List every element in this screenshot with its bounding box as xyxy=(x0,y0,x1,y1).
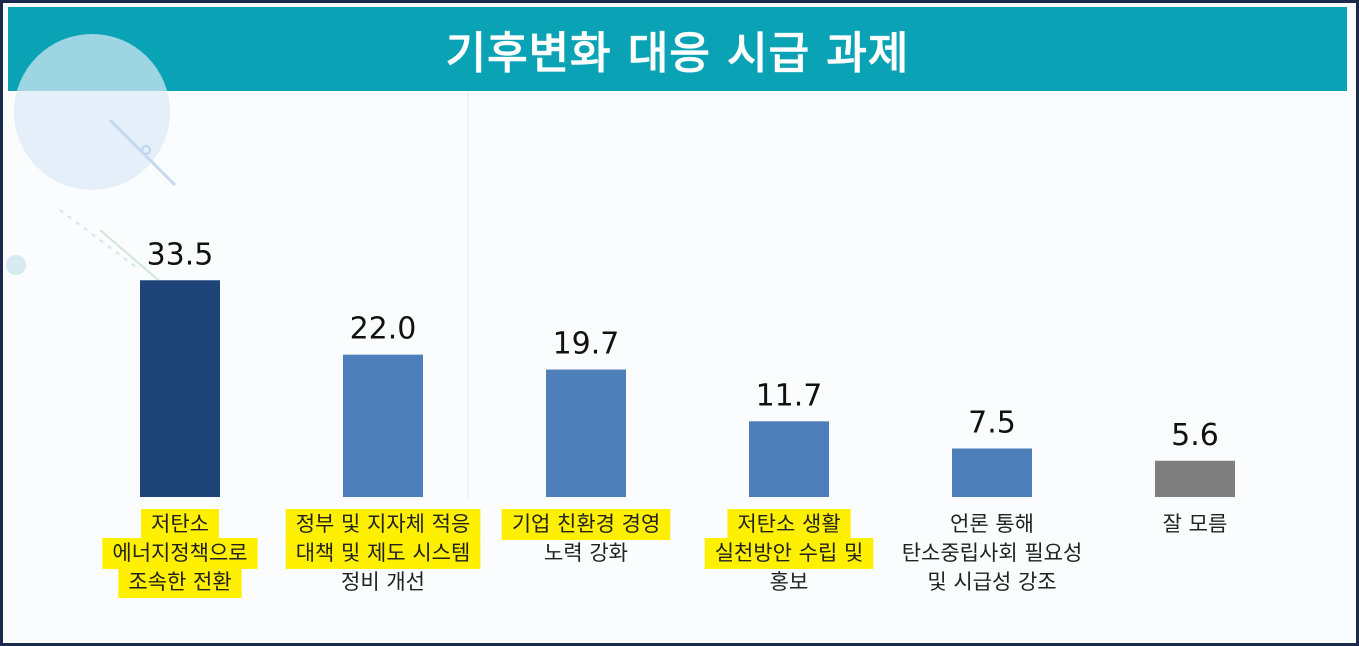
value-label: 11.7 xyxy=(756,378,823,413)
value-labels: 33.5 22.0 19.7 11.7 7.5 5.6 xyxy=(147,237,1219,453)
bar xyxy=(952,448,1032,497)
chart-header: 기후변화 대응 시급 과제 xyxy=(8,7,1347,91)
chart-title: 기후변화 대응 시급 과제 xyxy=(445,28,910,79)
value-label: 5.6 xyxy=(1171,418,1219,453)
label-highlight xyxy=(102,538,258,569)
label-highlight xyxy=(704,538,874,569)
category-label: 및 시급성 강조 xyxy=(927,570,1056,594)
bar xyxy=(749,421,829,497)
bar xyxy=(140,280,220,497)
category-label: 기업 친환경 경영 xyxy=(512,512,661,536)
category-label: 조속한 전환 xyxy=(128,570,231,594)
category-label: 정비 개선 xyxy=(341,570,425,594)
bar xyxy=(1155,460,1235,497)
bar-series xyxy=(140,280,1235,497)
value-label: 7.5 xyxy=(968,405,1016,440)
bar xyxy=(546,369,626,497)
value-label: 33.5 xyxy=(147,237,214,272)
header-divider xyxy=(8,91,1347,95)
category-label: 탄소중립사회 필요성 xyxy=(902,541,1083,565)
category-label: 정부 및 지자체 적응 xyxy=(296,512,471,536)
label-highlight xyxy=(285,509,481,540)
value-label: 22.0 xyxy=(350,312,417,347)
category-label: 저탄소 xyxy=(151,512,209,536)
category-label: 언론 통해 xyxy=(950,512,1034,536)
label-highlight xyxy=(501,509,671,540)
category-label: 노력 강화 xyxy=(544,541,628,565)
category-label: 잘 모름 xyxy=(1163,512,1228,536)
value-label: 19.7 xyxy=(553,327,620,362)
label-highlights xyxy=(102,509,874,598)
category-label: 저탄소 생활 xyxy=(737,512,840,536)
label-highlight xyxy=(285,538,481,569)
category-label: 홍보 xyxy=(770,570,809,594)
label-highlight xyxy=(727,509,851,540)
bar xyxy=(343,354,423,497)
background-decoration xyxy=(6,34,469,498)
category-label: 대책 및 제도 시스템 xyxy=(296,541,471,565)
category-label: 에너지정책으로 xyxy=(112,541,247,565)
label-highlight xyxy=(141,509,219,540)
label-highlight xyxy=(118,567,242,598)
category-label: 실천방안 수립 및 xyxy=(715,541,864,565)
